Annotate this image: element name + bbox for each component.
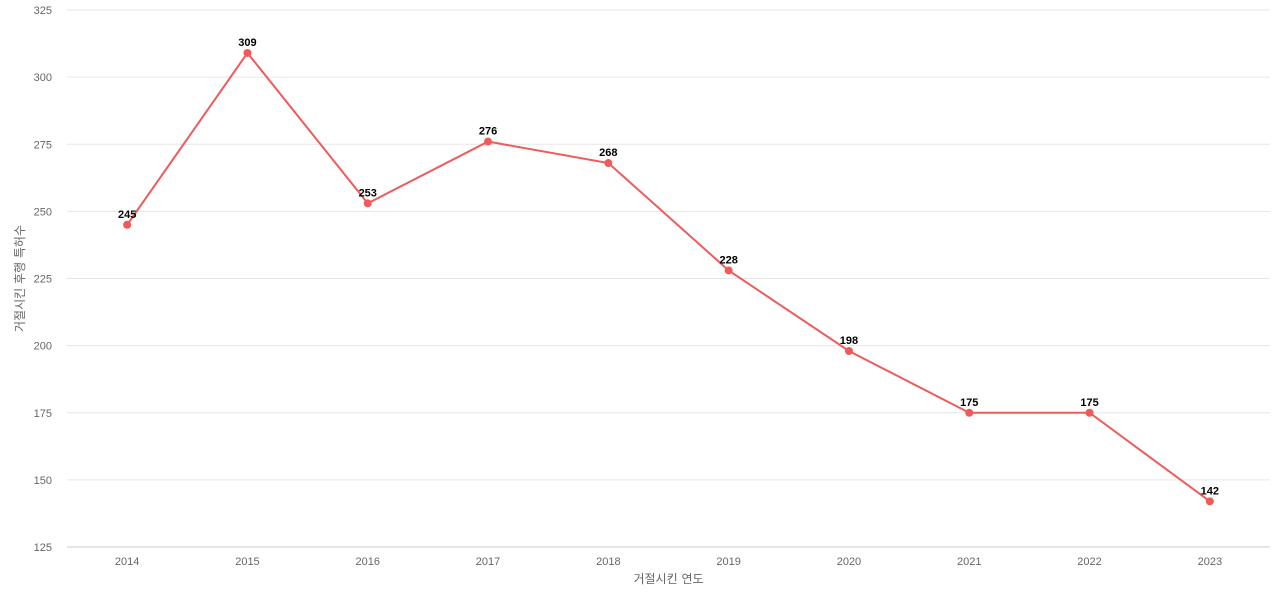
data-label: 245 <box>118 209 136 221</box>
data-label: 253 <box>359 187 377 199</box>
y-tick-label: 150 <box>34 475 52 487</box>
x-tick-label: 2016 <box>356 556 380 568</box>
data-label: 228 <box>719 254 737 266</box>
x-tick-label: 2015 <box>235 556 259 568</box>
data-point[interactable] <box>484 137 493 146</box>
y-tick-label: 200 <box>34 341 52 353</box>
data-label: 175 <box>960 397 978 409</box>
data-label: 175 <box>1080 397 1098 409</box>
data-label: 198 <box>840 335 858 347</box>
data-point[interactable] <box>965 408 974 417</box>
data-points <box>123 48 1214 506</box>
y-tick-label: 250 <box>34 206 52 218</box>
data-labels: 245 309 253 276 268 228 198 175 175 142 <box>118 37 1219 497</box>
x-tick-label: 2018 <box>596 556 620 568</box>
x-axis-ticks: 2014 2015 2016 2017 2018 2019 2020 2021 2022 2023 <box>115 556 1222 568</box>
data-label: 309 <box>238 37 256 49</box>
y-tick-label: 175 <box>34 408 52 420</box>
y-tick-label: 125 <box>34 542 52 554</box>
series-line <box>126 51 1211 503</box>
y-axis-title: 거절시킨 후행 특허수 <box>12 225 27 332</box>
data-point[interactable] <box>363 199 372 208</box>
data-label: 268 <box>599 147 617 159</box>
data-point[interactable] <box>724 266 733 275</box>
y-tick-label: 300 <box>34 72 52 84</box>
x-tick-label: 2022 <box>1077 556 1101 568</box>
x-tick-label: 2020 <box>837 556 861 568</box>
x-tick-label: 2021 <box>957 556 981 568</box>
y-tick-label: 225 <box>34 274 52 286</box>
y-axis-ticks: 125 150 175 200 225 250 275 300 325 <box>34 5 52 554</box>
data-point[interactable] <box>1205 497 1214 506</box>
data-point[interactable] <box>844 346 853 355</box>
data-point[interactable] <box>123 220 132 229</box>
data-point[interactable] <box>243 48 252 57</box>
data-label: 142 <box>1201 485 1219 497</box>
x-tick-label: 2023 <box>1198 556 1222 568</box>
y-tick-label: 275 <box>34 139 52 151</box>
data-label: 276 <box>479 126 497 138</box>
data-point[interactable] <box>1085 408 1094 417</box>
x-tick-label: 2017 <box>476 556 500 568</box>
x-tick-label: 2019 <box>716 556 740 568</box>
data-point[interactable] <box>604 159 613 168</box>
x-tick-label: 2014 <box>115 556 139 568</box>
y-tick-label: 325 <box>34 5 52 17</box>
x-axis-title: 거절시킨 연도 <box>633 572 703 586</box>
